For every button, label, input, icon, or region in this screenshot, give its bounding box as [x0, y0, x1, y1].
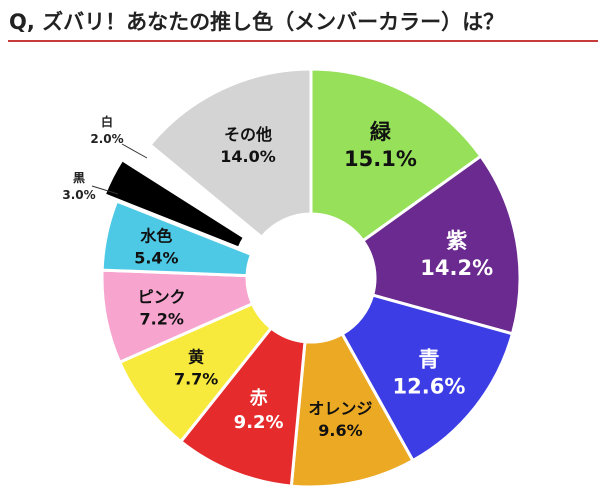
leader-line	[91, 185, 119, 195]
slice-value: 7.2%	[140, 309, 184, 328]
slice-value: 7.7%	[174, 370, 218, 389]
donut-slice	[289, 332, 415, 489]
donut-slice	[148, 67, 313, 239]
title-underline	[8, 40, 598, 42]
slice-label: 紫	[446, 229, 467, 253]
chart-title: Q, ズバリ！あなたの推し色（メンバーカラー）は？	[9, 10, 505, 34]
donut-slice	[361, 154, 522, 336]
slice-value: 12.6%	[393, 375, 466, 399]
leader-line	[121, 143, 148, 159]
slice-value: 15.1%	[344, 147, 417, 171]
donut-slice	[309, 67, 483, 243]
label-group: 緑 15.1% 紫 14.2% 青 12.6% オレンジ 9.6% 赤 9.2% 黄 7.7% ピンク 7…	[62, 114, 493, 440]
slice-label: オレンジ	[308, 399, 372, 418]
slice-value: 14.2%	[420, 256, 493, 280]
slice-group	[100, 67, 522, 489]
slice-label: その他	[224, 125, 272, 144]
slice-value: 3.0%	[62, 188, 95, 202]
slice-label: 青	[418, 348, 439, 372]
slice-label: 水色	[140, 226, 172, 245]
slice-value: 2.0%	[90, 132, 123, 146]
leader-line-group	[91, 143, 148, 195]
donut-slice	[102, 158, 246, 250]
slice-value: 9.2%	[234, 412, 284, 433]
donut-slice	[179, 326, 307, 488]
slice-value: 14.0%	[220, 147, 276, 166]
slice-label: 赤	[250, 388, 268, 409]
slice-label: 黄	[188, 348, 204, 367]
slice-value: 5.4%	[134, 248, 178, 267]
slice-label: 黒	[73, 171, 85, 185]
slice-label: ピンク	[138, 287, 186, 306]
slice-label: 緑	[370, 120, 392, 144]
slice-value: 9.6%	[318, 421, 362, 440]
slice-label: 白	[101, 114, 113, 129]
donut-slice	[340, 293, 514, 463]
